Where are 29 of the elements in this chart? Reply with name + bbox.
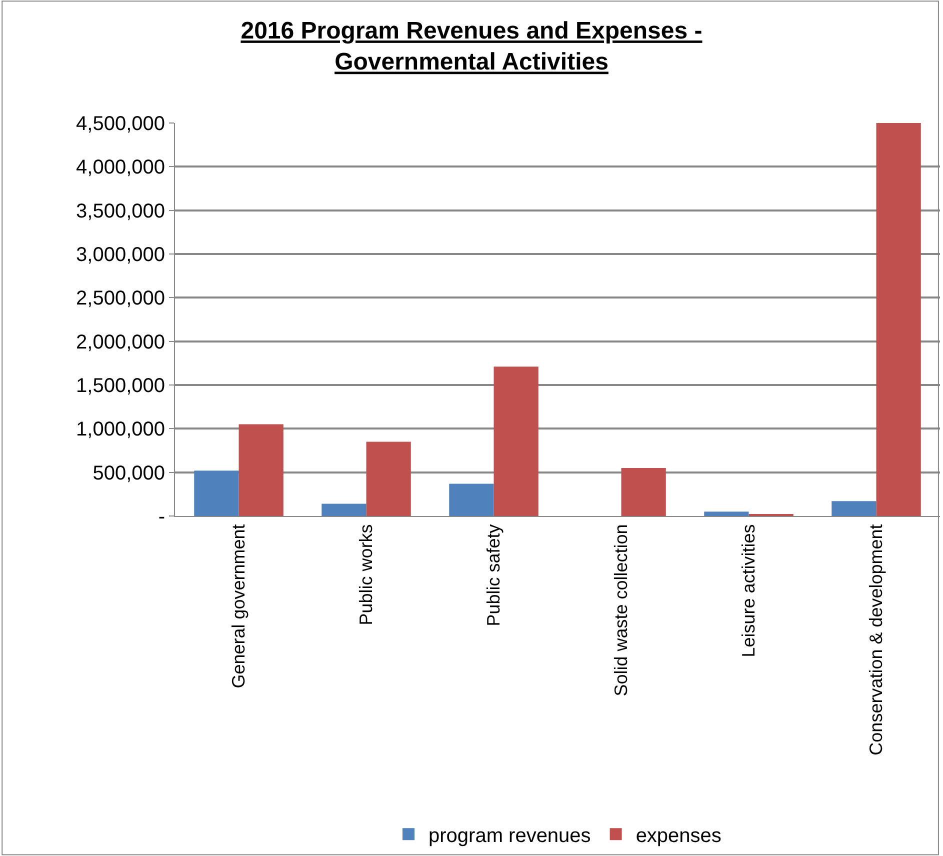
y-tick-label: 4,000,000 <box>76 156 165 179</box>
bar <box>876 123 921 516</box>
x-tick-label: General government <box>228 524 249 688</box>
bar <box>704 512 749 516</box>
chart-title: 2016 Program Revenues and Expenses - Governmental Activities <box>240 18 702 76</box>
legend-label: program revenues <box>428 824 591 847</box>
y-tick-label: 2,500,000 <box>76 288 165 310</box>
y-tick-label: 4,500,000 <box>76 113 165 135</box>
y-tick-label: 3,000,000 <box>76 244 165 266</box>
bar <box>832 501 876 516</box>
y-tick-label: 1,500,000 <box>76 375 165 397</box>
y-tick-label: 2,000,000 <box>76 331 165 354</box>
bar <box>194 470 239 516</box>
x-tick-label: Public works <box>356 524 376 626</box>
x-tick-label: Leisure activities <box>738 524 759 658</box>
x-tick-label: Solid waste collection <box>611 524 632 696</box>
bar <box>366 442 411 516</box>
y-tick-label: 1,000,000 <box>76 418 165 441</box>
bar <box>322 504 366 516</box>
y-tick-label: - <box>158 506 165 528</box>
x-tick-label: Conservation & development <box>866 524 886 756</box>
legend-label: expenses <box>636 824 722 847</box>
y-tick-label: 500,000 <box>92 462 165 484</box>
bar <box>238 424 284 516</box>
y-tick-label: 3,500,000 <box>76 200 165 222</box>
bar <box>449 484 494 516</box>
x-tick-label: Public safety <box>484 524 504 626</box>
bar <box>494 366 538 516</box>
bar <box>621 468 666 516</box>
